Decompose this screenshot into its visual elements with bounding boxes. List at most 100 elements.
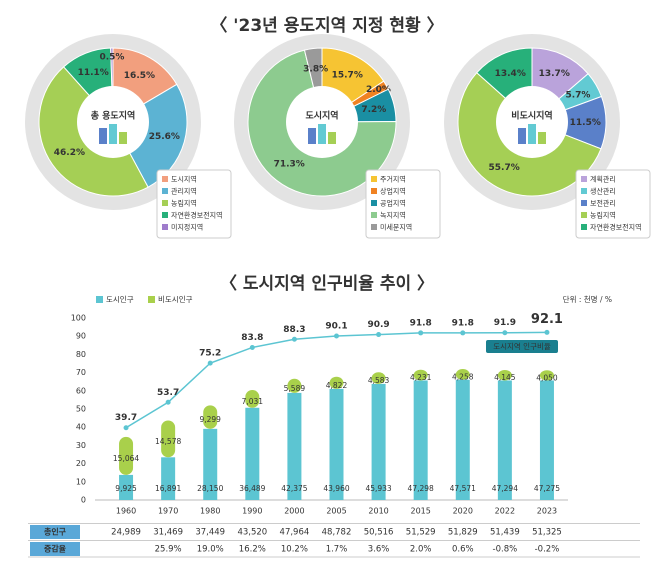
line-point bbox=[249, 344, 255, 350]
section-title: 〈 도시지역 인구비율 추이 〉 bbox=[220, 273, 434, 294]
legend-swatch bbox=[162, 200, 168, 206]
legend-swatch bbox=[581, 224, 587, 230]
bar-label: 9,299 bbox=[199, 415, 221, 424]
bar-label: 47,275 bbox=[534, 484, 560, 493]
bar-label: 47,571 bbox=[450, 484, 476, 493]
slice-label: 16.5% bbox=[124, 71, 155, 81]
bar-label: 4,231 bbox=[410, 373, 432, 382]
legend-label: 도시인구 bbox=[106, 294, 134, 304]
line-label: 91.8 bbox=[452, 318, 474, 328]
table-cell: 31,469 bbox=[153, 528, 183, 538]
bar bbox=[455, 379, 470, 500]
bar bbox=[203, 405, 218, 429]
pie-title: 비도시지역 bbox=[511, 110, 552, 122]
icon bbox=[528, 124, 536, 144]
bar-label: 36,489 bbox=[239, 484, 265, 493]
legend-swatch bbox=[371, 188, 377, 194]
legend-label: 보전관리 bbox=[590, 199, 616, 208]
x-tick-label: 2020 bbox=[453, 507, 473, 516]
line-point bbox=[376, 332, 382, 338]
table-cell: 3.6% bbox=[368, 545, 390, 555]
slice-label: 46.2% bbox=[54, 148, 85, 158]
bar bbox=[245, 389, 260, 408]
bar-label: 16,891 bbox=[155, 484, 181, 493]
x-tick-label: 2015 bbox=[411, 507, 431, 516]
slice-label: 7.2% bbox=[361, 105, 386, 115]
legend-swatch bbox=[162, 176, 168, 182]
bar-label: 15,064 bbox=[113, 454, 139, 463]
legend-swatch bbox=[162, 224, 168, 230]
line-point bbox=[291, 336, 297, 342]
table-cell: 50,516 bbox=[364, 528, 394, 538]
bar bbox=[497, 380, 512, 500]
bar-label: 7,031 bbox=[242, 397, 264, 406]
legend-label: 관리지역 bbox=[171, 187, 197, 196]
legend-swatch bbox=[371, 224, 377, 230]
pie-center bbox=[286, 86, 358, 158]
y-tick-label: 10 bbox=[76, 477, 86, 486]
y-tick-label: 20 bbox=[76, 459, 86, 468]
legend-label: 상업지역 bbox=[380, 187, 406, 196]
line-point bbox=[207, 360, 213, 366]
table-cell: -0.2% bbox=[535, 545, 560, 555]
row-label: 증감율 bbox=[44, 544, 67, 554]
bar bbox=[413, 369, 428, 381]
x-tick-label: 2022 bbox=[495, 507, 515, 516]
bar-label: 5,589 bbox=[284, 384, 306, 393]
line-label: 88.3 bbox=[283, 325, 305, 335]
bar bbox=[539, 380, 554, 500]
slice-label: 71.3% bbox=[274, 159, 305, 169]
table-cell: 10.2% bbox=[281, 545, 308, 555]
row-header bbox=[30, 542, 80, 556]
pie-center bbox=[496, 86, 568, 158]
y-tick-label: 50 bbox=[76, 405, 86, 414]
annotation-box bbox=[486, 340, 558, 353]
legend-swatch bbox=[581, 200, 587, 206]
table-cell: 51,325 bbox=[532, 528, 562, 538]
slice-label: 13.4% bbox=[495, 69, 526, 79]
legend-label: 자연환경보전지역 bbox=[171, 211, 223, 220]
table-cell: 48,782 bbox=[322, 528, 352, 538]
slice-label: 15.7% bbox=[332, 71, 363, 81]
line-label: 83.8 bbox=[241, 333, 263, 343]
bar bbox=[287, 378, 302, 393]
x-tick-label: 1980 bbox=[200, 507, 220, 516]
legend-label: 미세분지역 bbox=[380, 223, 412, 232]
icon bbox=[518, 128, 526, 144]
legend-box bbox=[156, 169, 232, 239]
y-tick-label: 80 bbox=[76, 350, 86, 359]
icon bbox=[318, 124, 326, 144]
x-tick-label: 2005 bbox=[326, 507, 346, 516]
line-label: 92.1 bbox=[531, 312, 563, 327]
line-label: 39.7 bbox=[115, 413, 137, 423]
y-tick-label: 60 bbox=[76, 386, 86, 395]
bar-label: 47,298 bbox=[408, 484, 434, 493]
legend-label: 주거지역 bbox=[380, 175, 406, 184]
line-label: 53.7 bbox=[157, 388, 179, 398]
legend-label: 녹지지역 bbox=[380, 211, 406, 220]
legend-label: 자연환경보전지역 bbox=[590, 223, 642, 232]
legend-swatch bbox=[148, 296, 155, 303]
x-tick-label: 1970 bbox=[158, 507, 178, 516]
section-title: 〈 '23년 용도지역 지정 현황 〉 bbox=[210, 15, 443, 36]
icon bbox=[109, 124, 117, 144]
bar bbox=[119, 436, 134, 475]
y-tick-label: 40 bbox=[76, 423, 86, 432]
icon bbox=[538, 132, 546, 144]
bar-label: 4,145 bbox=[494, 373, 516, 382]
annotation: 도시지역 인구비율 bbox=[493, 341, 551, 351]
legend-box bbox=[365, 169, 441, 239]
table-cell: -0.8% bbox=[493, 545, 518, 555]
bar-label: 9,925 bbox=[115, 484, 137, 493]
y-tick-label: 0 bbox=[81, 496, 86, 505]
icon bbox=[119, 132, 127, 144]
bar bbox=[413, 380, 428, 500]
legend-swatch bbox=[581, 188, 587, 194]
slice-label: 55.7% bbox=[489, 163, 520, 173]
bar bbox=[287, 392, 302, 500]
legend-swatch bbox=[371, 176, 377, 182]
table-cell: 0.6% bbox=[452, 545, 474, 555]
x-tick-label: 2010 bbox=[368, 507, 388, 516]
